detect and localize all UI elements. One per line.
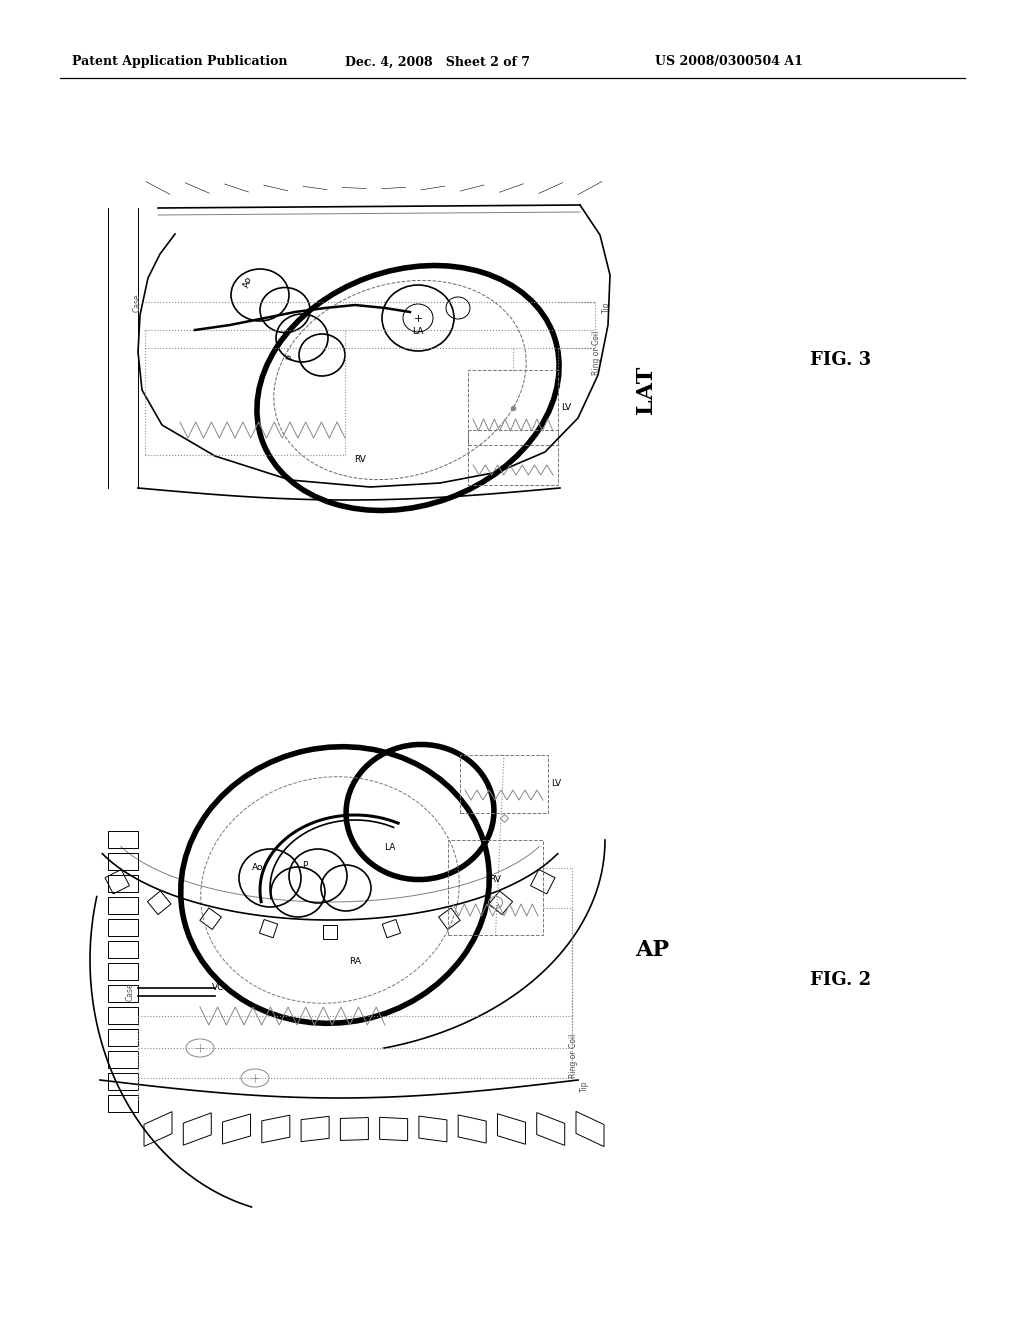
Bar [449, 840, 543, 935]
Text: LV: LV [551, 780, 561, 788]
Bar [468, 370, 558, 445]
Text: LA: LA [384, 843, 395, 853]
Text: RV: RV [354, 455, 366, 465]
Text: RA: RA [349, 957, 361, 966]
Text: RV: RV [489, 875, 502, 884]
Text: AP: AP [635, 939, 669, 961]
Text: VC: VC [212, 983, 224, 993]
Text: Tip: Tip [602, 301, 611, 313]
Text: Ring or Coil: Ring or Coil [592, 331, 601, 375]
Text: Patent Application Publication: Patent Application Publication [72, 55, 288, 69]
Text: P: P [285, 354, 295, 362]
Bar [468, 430, 558, 484]
Text: FIG. 2: FIG. 2 [810, 972, 871, 989]
Text: LAT: LAT [635, 366, 657, 414]
Bar [460, 755, 548, 813]
Text: Case: Case [126, 982, 135, 1001]
Text: Dec. 4, 2008   Sheet 2 of 7: Dec. 4, 2008 Sheet 2 of 7 [345, 55, 530, 69]
Text: Ao: Ao [242, 276, 254, 289]
Text: Ring or Coil: Ring or Coil [569, 1034, 578, 1078]
Text: P: P [302, 861, 307, 870]
Text: FIG. 3: FIG. 3 [810, 351, 871, 370]
Text: LV: LV [561, 403, 571, 412]
Text: US 2008/0300504 A1: US 2008/0300504 A1 [655, 55, 803, 69]
Text: LA: LA [413, 327, 424, 337]
Text: Case: Case [133, 293, 142, 312]
Text: Tip: Tip [580, 1080, 589, 1092]
Text: Ao: Ao [252, 863, 264, 873]
